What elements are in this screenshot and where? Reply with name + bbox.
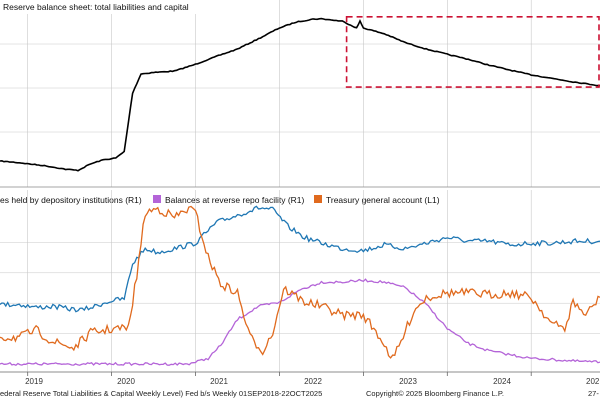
- top-gridlines: [0, 0, 600, 187]
- x-tick-label-2020: 2020: [117, 377, 135, 386]
- legend-swatch-rrp: [153, 195, 161, 203]
- x-tick-label-2022: 2022: [304, 377, 322, 386]
- legend: es held by depository institutions (R1) …: [0, 195, 440, 205]
- chart-canvas: Reserve balance sheet: total liabilities…: [0, 0, 600, 400]
- legend-label-rrp: Balances at reverse repo facility (R1): [165, 195, 305, 205]
- x-axis-ticks: [28, 372, 532, 376]
- legend-label-tga: Treasury general account (L1): [326, 195, 440, 205]
- x-axis-labels: 2019 2020 2021 2022 2023 2024 202: [25, 377, 600, 386]
- x-tick-label-2019: 2019: [25, 377, 43, 386]
- x-tick-label-2025: 202: [586, 377, 600, 386]
- x-tick-label-2021: 2021: [210, 377, 228, 386]
- x-tick-label-2024: 2024: [493, 377, 511, 386]
- bottom-panel: [0, 190, 600, 372]
- bottom-gridlines: [0, 190, 600, 372]
- treasury-general-account-line: [0, 207, 600, 358]
- legend-label-reserves: es held by depository institutions (R1): [0, 195, 142, 205]
- x-tick-label-2023: 2023: [399, 377, 417, 386]
- footer-date: 27-: [588, 389, 599, 398]
- footer-source: ederal Reserve Total Liabilities & Capit…: [0, 389, 322, 398]
- reverse-repo-line: [0, 279, 600, 365]
- top-panel: Reserve balance sheet: total liabilities…: [0, 0, 600, 187]
- total-liabilities-line: [0, 19, 600, 171]
- footer-copyright: Copyright© 2025 Bloomberg Finance L.P.: [366, 389, 504, 398]
- footer: ederal Reserve Total Liabilities & Capit…: [0, 389, 599, 398]
- top-panel-title: Reserve balance sheet: total liabilities…: [3, 2, 189, 12]
- legend-swatch-tga: [314, 195, 322, 203]
- highlight-box: [347, 17, 599, 87]
